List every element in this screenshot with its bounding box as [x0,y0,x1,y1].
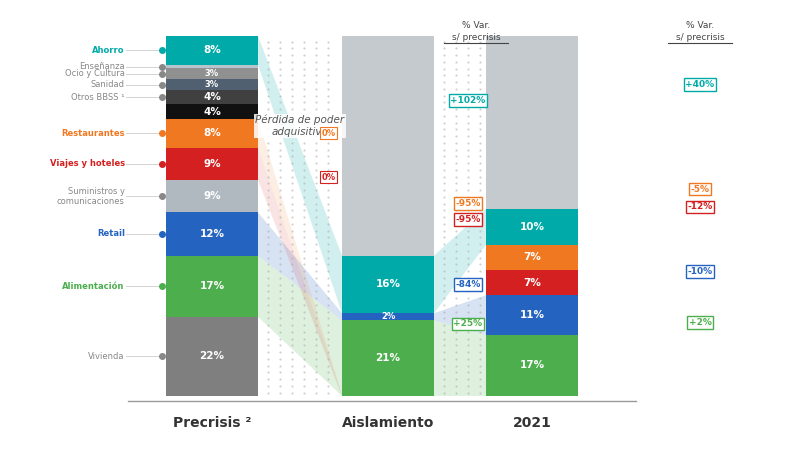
Bar [486,209,578,245]
Polygon shape [434,320,486,396]
Text: 2021: 2021 [513,416,551,430]
Text: Aislamiento: Aislamiento [342,416,434,430]
Bar [166,317,258,396]
Bar [166,256,258,317]
Bar [486,295,578,335]
Text: -84%: -84% [455,280,481,289]
Text: -10%: -10% [687,267,713,276]
Text: Sanidad: Sanidad [91,80,125,89]
Bar [166,148,258,180]
Bar [342,36,434,256]
Text: 11%: 11% [519,310,545,320]
Polygon shape [258,212,342,320]
Text: Suministros y
comunicaciones: Suministros y comunicaciones [57,186,125,206]
Text: -95%: -95% [455,199,481,208]
Text: 22%: 22% [199,351,225,361]
Bar [486,245,578,270]
Text: 16%: 16% [375,279,401,289]
Text: 4%: 4% [203,107,221,117]
Text: 21%: 21% [375,353,401,363]
Text: -5%: -5% [690,184,710,194]
Bar [486,270,578,295]
Text: +25%: +25% [454,320,482,328]
Text: % Var.
s/ precrisis: % Var. s/ precrisis [452,22,500,41]
Text: Vivienda: Vivienda [88,352,125,361]
Text: Precrisis ²: Precrisis ² [173,416,251,430]
Text: 7%: 7% [523,252,541,262]
Polygon shape [258,36,342,313]
Bar [166,180,258,212]
Bar [342,313,434,320]
Text: 4%: 4% [203,92,221,102]
Text: Ocio y Cultura: Ocio y Cultura [65,69,125,78]
Bar [166,90,258,104]
Text: -12%: -12% [687,202,713,211]
Bar [166,68,258,79]
Text: % Var.
s/ precrisis: % Var. s/ precrisis [676,22,724,41]
Text: +40%: +40% [686,80,714,89]
Text: Retail: Retail [97,230,125,238]
Text: 0%: 0% [322,129,336,138]
Text: 17%: 17% [199,281,225,291]
Text: 12%: 12% [199,229,225,239]
Polygon shape [434,209,486,313]
Polygon shape [434,295,486,335]
Bar [166,104,258,119]
Text: 8%: 8% [203,128,221,138]
Text: 8%: 8% [203,45,221,55]
Text: +2%: +2% [689,318,711,327]
Text: 17%: 17% [519,360,545,370]
Bar [166,36,258,65]
Bar [166,119,258,148]
Text: Ahorro: Ahorro [92,46,125,55]
Text: 7%: 7% [523,278,541,288]
Text: 10%: 10% [519,222,545,232]
Polygon shape [258,119,342,396]
Text: 3%: 3% [205,80,219,89]
Text: Otros BBSS ¹: Otros BBSS ¹ [71,93,125,102]
Text: Viajes y hoteles: Viajes y hoteles [50,159,125,168]
Polygon shape [258,148,342,396]
Polygon shape [258,256,342,396]
Bar [166,65,258,68]
Text: +102%: +102% [450,96,486,105]
Text: 0%: 0% [322,173,336,182]
Bar [486,36,578,209]
Text: Alimentación: Alimentación [62,282,125,291]
Bar [166,212,258,256]
Bar [342,320,434,396]
Bar [486,335,578,396]
Text: 3%: 3% [205,69,219,78]
Text: 9%: 9% [203,159,221,169]
Bar [166,79,258,90]
Text: -95%: -95% [455,215,481,224]
Text: Restaurantes: Restaurantes [62,129,125,138]
Text: Enseñanza: Enseñanza [79,62,125,71]
Text: 2%: 2% [381,312,395,321]
Text: 9%: 9% [203,191,221,201]
Bar [342,256,434,313]
Text: Pérdida de poder
adquisitivo: Pérdida de poder adquisitivo [255,115,345,137]
